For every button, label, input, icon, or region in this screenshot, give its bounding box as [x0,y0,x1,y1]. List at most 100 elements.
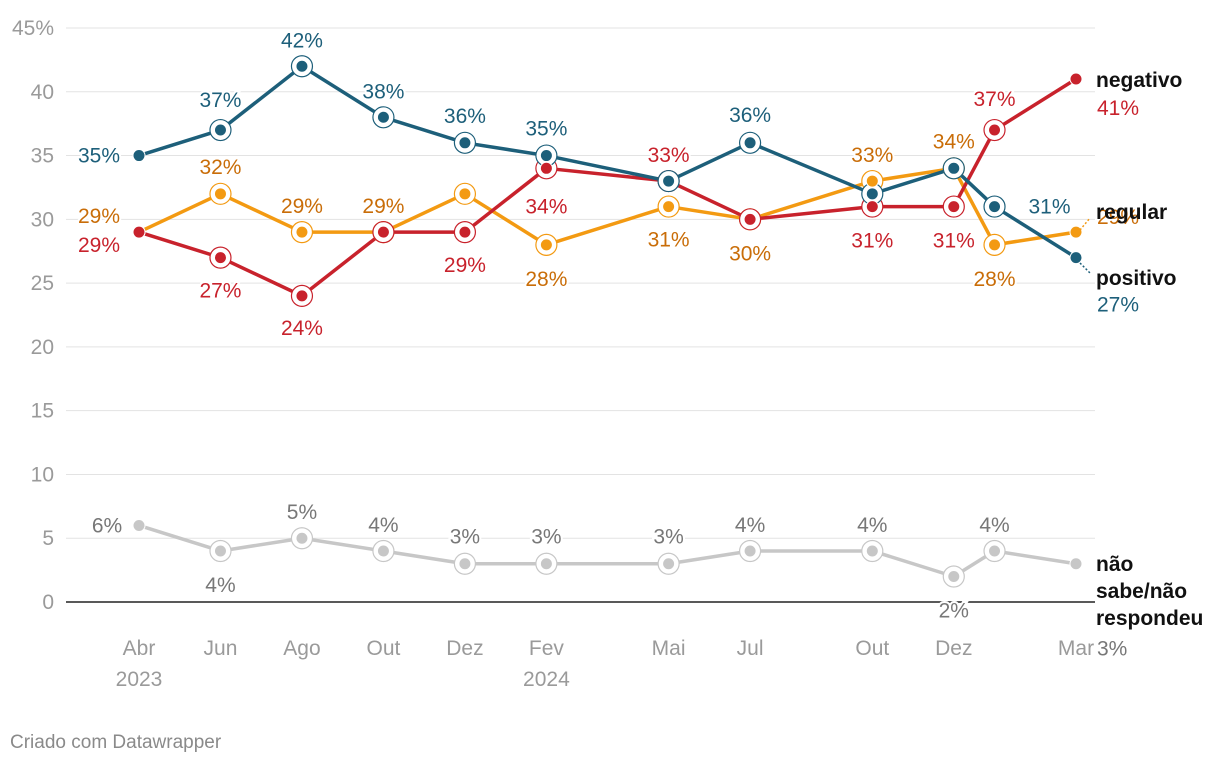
data-point [458,187,472,201]
data-label: 29% [362,195,404,218]
data-point [539,557,553,571]
data-point [213,187,227,201]
connector-regular [1079,217,1091,231]
data-point [1069,225,1083,239]
data-labels: 6% 4% 5% 4% 3% 3% 3% 4% 4% 2% 4% 3% 29% 32% 29% 29% 28% 3… [76,27,1141,662]
data-label: 37% [199,89,241,112]
data-label: 36% [729,104,771,127]
legend-label-positivo: positivo [1096,267,1177,290]
data-label: 29% [78,234,120,257]
point-rings [209,55,1006,588]
data-point [458,557,472,571]
data-point [743,544,757,558]
data-label: 31% [648,229,690,252]
data-label: 31% [933,230,975,253]
data-label: 29% [444,254,486,277]
data-label: 3% [653,526,683,549]
data-label: 3% [450,526,480,549]
y-axis: 45% 40 35 30 25 20 15 10 5 0 [12,17,54,614]
data-label: 31% [1029,196,1071,219]
data-label: 3% [531,526,561,549]
legend-label-nosabenorespondeu: não sabe/não respondeu [1096,553,1203,630]
data-point [213,544,227,558]
y-tick-label: 25 [31,272,54,295]
data-label: 36% [444,105,486,128]
data-point [539,238,553,252]
series-line-nosabenorespondeu [137,523,1078,579]
data-label: 6% [92,514,122,537]
data-points [132,59,1083,583]
data-point [865,544,879,558]
data-point [743,136,757,150]
data-point [132,149,146,163]
x-tick-year: 2023 [116,668,163,691]
legend-label-negativo: negativo [1096,69,1182,92]
data-label: 28% [974,268,1016,291]
data-point [865,200,879,214]
data-point [865,187,879,201]
y-tick-label: 0 [42,591,54,614]
data-point [213,123,227,137]
credit-text: Criado com Datawrapper [10,732,222,753]
data-label: 29% [1097,206,1139,229]
data-point [662,174,676,188]
x-tick-label: Abr [123,637,156,660]
x-tick-label: Fev [529,637,565,660]
data-label: 30% [729,242,771,265]
data-label: 5% [287,501,317,524]
series-line-regular [137,166,1078,247]
y-tick-label: 35 [31,145,54,168]
data-label: 33% [648,144,690,167]
data-label: 28% [525,268,567,291]
data-point [132,225,146,239]
data-label: 35% [78,145,120,168]
data-point [1069,251,1083,265]
data-point [1069,557,1083,571]
data-point [662,557,676,571]
data-point [1069,72,1083,86]
data-point [132,518,146,532]
data-label: 27% [1097,294,1139,317]
data-point [539,149,553,163]
data-point [295,59,309,73]
data-label: 32% [199,156,241,179]
data-point [376,110,390,124]
data-label: 29% [281,195,323,218]
data-label: 35% [525,118,567,141]
y-tick-label: 45% [12,17,54,40]
series-line-negativo [137,77,1078,298]
x-tick-label: Jun [204,637,238,660]
data-label: 24% [281,317,323,340]
gridlines [66,27,1095,603]
connector-positivo [1079,262,1091,274]
data-point [458,225,472,239]
data-point [988,200,1002,214]
data-label: 4% [979,514,1009,537]
data-label: 34% [933,130,975,153]
data-point [743,212,757,226]
data-label: 2% [939,599,969,622]
data-point [376,544,390,558]
data-point [988,123,1002,137]
x-tick-label: Out [367,637,401,660]
data-point [295,289,309,303]
y-tick-label: 30 [31,208,54,231]
data-point [295,531,309,545]
x-tick-year: 2024 [523,668,570,691]
x-axis: Abr 2023 Jun Ago Out Dez Fev 2024 Mai Jul Out Dez Ma… [116,637,1094,691]
data-point [458,136,472,150]
data-point [947,200,961,214]
y-tick-label: 10 [31,463,54,486]
legend-label-regular: regular [1096,201,1167,224]
x-tick-label: Ago [283,637,320,660]
x-tick-label: Mai [652,637,686,660]
y-tick-label: 40 [31,81,54,104]
x-tick-label: Mar [1058,637,1094,660]
data-label: 33% [851,144,893,167]
data-point [295,225,309,239]
data-label: 38% [362,80,404,103]
data-point [947,569,961,583]
y-tick-label: 5 [42,527,54,550]
data-label: 3% [1097,638,1127,661]
